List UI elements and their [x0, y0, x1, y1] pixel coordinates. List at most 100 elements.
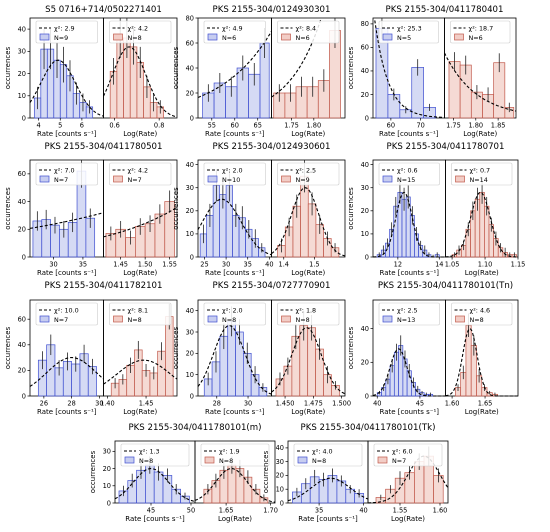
- legend-bar-swatch: [281, 33, 291, 41]
- legend-n-label: N=7: [54, 316, 68, 324]
- x-tick-label: 35: [79, 261, 87, 269]
- y-tick-label: 30: [103, 448, 111, 456]
- x-tick-label: 35: [244, 261, 252, 269]
- legend-n-label: N=15: [397, 176, 415, 184]
- x-tick-label: 30: [95, 400, 103, 408]
- fit-curve: [29, 357, 104, 387]
- x-axis-label: Rate [counts s⁻¹]: [205, 130, 265, 138]
- rate-subplot: 28 30 0 10 20 30 40 Rate [counts s⁻¹] χ²: 2.0 N=8: [186, 299, 272, 416]
- fit-curve: [103, 46, 178, 118]
- legend-box: [35, 162, 98, 186]
- legend: χ²: 18.7 N=6: [450, 20, 511, 44]
- legend-box: [109, 302, 172, 326]
- legend-bar-swatch: [39, 175, 50, 183]
- y-tick-label: 40: [276, 444, 284, 452]
- x-tick-label: 1.75: [284, 122, 299, 130]
- x-tick-label: 12: [394, 261, 402, 269]
- x-tick-label: 70: [416, 122, 424, 130]
- y-axis-label: occurrences: [347, 187, 355, 230]
- x-axis-label: Rate [counts s⁻¹]: [379, 130, 439, 138]
- rate-subplot: 60 70 0 20 40 60 80 Rate [counts s⁻¹] χ²: 25.3 N=…: [361, 17, 445, 138]
- legend-box: [293, 443, 363, 467]
- x-tick-label: 40: [265, 261, 273, 269]
- legend-box: [451, 302, 513, 326]
- panel-title: PKS 2155-304/0411780501: [45, 142, 163, 152]
- legend-bar-swatch: [455, 315, 465, 323]
- legend-n-label: N=13: [397, 316, 415, 324]
- legend-n-label: N=9: [296, 176, 310, 184]
- legend-n-label: N=7: [54, 176, 68, 184]
- legend-bar-swatch: [454, 33, 464, 41]
- legend: χ²: 1.8 N=8: [277, 302, 340, 326]
- y-tick-label: 60: [186, 39, 194, 47]
- legend-n-label: N=7: [128, 176, 142, 184]
- legend-chi2-label: χ²: 0.7: [470, 166, 491, 174]
- fit-curve: [197, 30, 272, 98]
- legend-bar-swatch: [39, 33, 50, 41]
- fit-curve: [29, 59, 104, 117]
- y-tick-label: 20: [103, 465, 111, 473]
- x-tick-label: 50: [187, 507, 195, 515]
- legend: χ²: 2.0 N=10: [203, 162, 266, 186]
- fit-curve: [372, 348, 446, 397]
- y-tick-label: 40: [18, 341, 26, 349]
- legend-box: [35, 20, 98, 44]
- legend-chi2-label: χ²: 1.9: [219, 447, 240, 455]
- legend-box: [373, 443, 443, 467]
- y-axis-label: occurrences: [347, 46, 355, 89]
- legend-bar-swatch: [377, 456, 388, 464]
- x-tick-label: 25: [200, 261, 208, 269]
- y-tick-label: 20: [361, 207, 369, 215]
- legend: χ²: 0.7 N=14: [451, 162, 513, 186]
- legend-bar-swatch: [113, 33, 123, 41]
- legend-box: [109, 162, 172, 186]
- y-tick-label: 60: [361, 44, 369, 52]
- x-tick-label: 6: [80, 122, 84, 130]
- legend: χ²: 1.3 N=8: [120, 443, 190, 467]
- legend-chi2-label: χ²: 2.9: [54, 24, 75, 32]
- legend-bar-swatch: [124, 456, 135, 464]
- x-tick-label: 40: [359, 507, 367, 515]
- y-tick-label: 40: [361, 325, 369, 333]
- legend: χ²: 4.2 N=7: [109, 162, 172, 186]
- y-axis-label: occurrences: [172, 46, 180, 89]
- y-axis-label: occurrences: [262, 450, 270, 493]
- x-tick-label: 1.50: [138, 261, 153, 269]
- log-rate-subplot: 1.55 1.60 Log(Rate) χ²: 6.0 N=7: [367, 440, 449, 523]
- legend-bar-swatch: [382, 315, 393, 323]
- x-tick-label: 1.60: [445, 400, 460, 408]
- x-axis-label: Rate [counts s⁻¹]: [379, 408, 439, 416]
- x-axis-label: Log(Rate): [391, 515, 425, 523]
- legend: χ²: 7.0 N=7: [35, 162, 98, 186]
- y-tick-label: 10: [186, 230, 194, 238]
- y-tick-label: 0: [365, 253, 369, 261]
- y-tick-label: 0: [280, 499, 284, 507]
- y-tick-label: 20: [18, 70, 26, 78]
- y-tick-label: 40: [186, 64, 194, 72]
- x-tick-label: 35: [315, 507, 323, 515]
- legend: χ²: 8.1 N=8: [109, 302, 172, 326]
- x-tick-label: 1.45: [113, 261, 128, 269]
- x-tick-label: 60: [231, 122, 239, 130]
- panel-8: PKS 2155-304/0727770901 occurrences 28 30 0 1…: [172, 281, 351, 416]
- legend-n-label: N=6: [469, 34, 483, 42]
- y-tick-label: 40: [18, 25, 26, 33]
- legend-chi2-label: χ²: 7.0: [54, 166, 75, 174]
- x-tick-label: 30: [49, 261, 57, 269]
- panel-title: PKS 2155-304/0411780101(Tk): [301, 423, 436, 433]
- x-axis-label: Log(Rate): [291, 269, 325, 277]
- legend-box: [378, 20, 439, 44]
- x-axis-label: Log(Rate): [465, 408, 499, 416]
- y-tick-label: 0: [22, 114, 26, 122]
- y-tick-label: 0: [190, 114, 194, 122]
- legend-box: [277, 20, 340, 44]
- x-tick-label: 1.45: [139, 400, 154, 408]
- y-tick-label: 20: [361, 91, 369, 99]
- y-tick-label: 40: [361, 67, 369, 75]
- x-tick-label: 1.80: [306, 122, 321, 130]
- x-tick-label: 55: [208, 122, 216, 130]
